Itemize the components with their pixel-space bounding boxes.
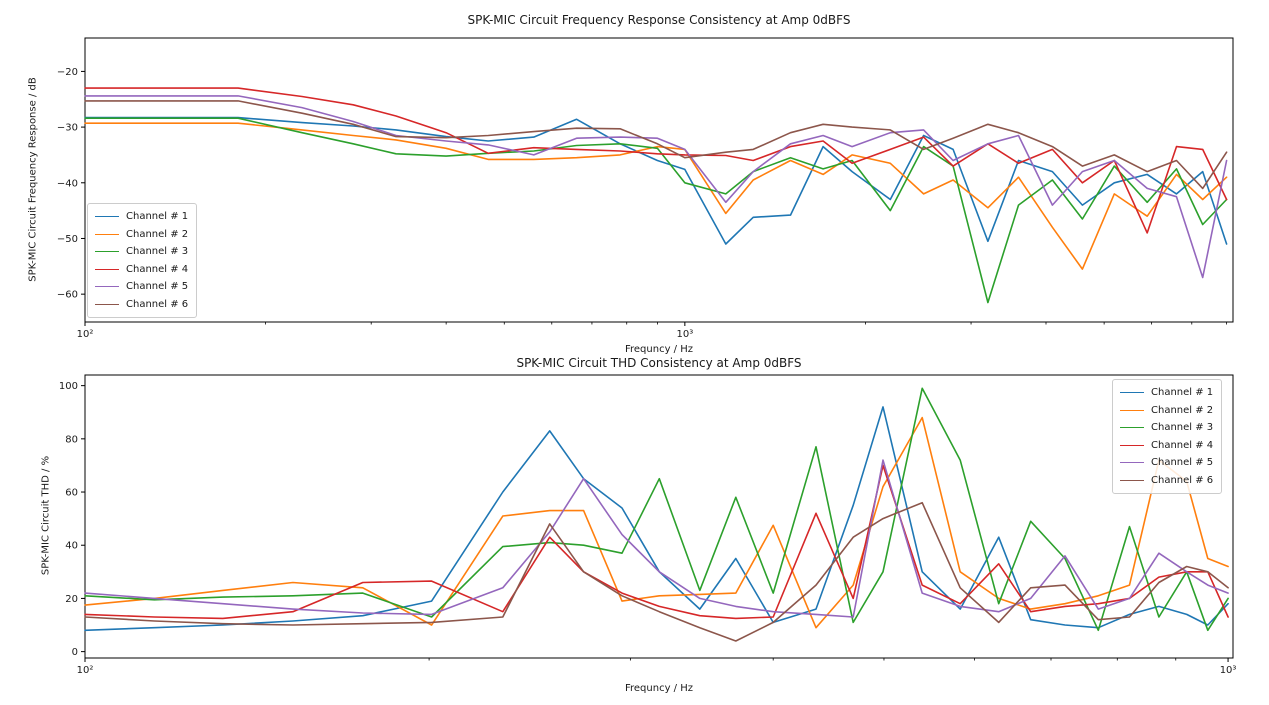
series-line-thd-1	[84, 406, 1229, 632]
legend-label: Channel # 2	[126, 228, 189, 240]
y-tick-label: −40	[57, 178, 78, 189]
series-line-thd-4	[84, 464, 1229, 620]
top-chart-ylabel: SPK-MIC Circuit Frequency Response / dB	[27, 77, 39, 282]
legend-label: Channel # 1	[1151, 387, 1214, 398]
legend-label: Channel # 6	[1151, 474, 1214, 486]
legend-label: Channel # 4	[126, 263, 189, 275]
bottom-legend: Channel # 1 Channel # 2 Channel # 3 Channel…	[1112, 379, 1223, 494]
series-line-thd-5	[84, 459, 1229, 618]
x-tick-label: 10²	[77, 329, 94, 340]
top-legend: Channel # 1 Channel # 2 Channel # 3 Channel…	[87, 203, 198, 318]
legend-label: Channel # 5	[126, 281, 189, 292]
top-chart-title: SPK-MIC Circuit Frequency Response Consi…	[467, 13, 851, 27]
legend-label: Channel # 4	[1151, 439, 1214, 451]
top-chart-xlabel: Frequncy / Hz	[624, 344, 693, 355]
legend-line-swatch	[1120, 462, 1144, 464]
legend-item-channel-6: Channel # 6	[1120, 472, 1213, 490]
legend-item-channel-6: Channel # 6	[95, 296, 188, 314]
legend-line-swatch	[95, 286, 119, 288]
legend-line-swatch	[1120, 479, 1144, 481]
legend-item-channel-5: Channel # 5	[1120, 454, 1213, 472]
legend-item-channel-1: Channel # 1	[95, 208, 188, 226]
series-line-thd-3	[84, 387, 1229, 632]
bottom-chart-title: SPK-MIC Circuit THD Consistency at Amp 0…	[516, 356, 802, 370]
legend-item-channel-2: Channel # 2	[1120, 402, 1213, 420]
legend-item-channel-1: Channel # 1	[1120, 384, 1213, 402]
y-tick-label: 20	[65, 594, 78, 605]
legend-line-swatch	[95, 251, 119, 253]
y-tick-label: −20	[57, 67, 78, 78]
y-tick-label: 40	[65, 541, 78, 552]
series-line-frequency-response-1	[84, 116, 1228, 245]
series-line-frequency-response-3	[84, 117, 1228, 304]
series-line-frequency-response-2	[84, 122, 1228, 270]
legend-line-swatch	[95, 268, 119, 270]
legend-line-swatch	[95, 233, 119, 235]
axes-frame-thd	[84, 374, 1234, 659]
legend-label: Channel # 1	[126, 211, 189, 222]
legend-line-swatch	[95, 303, 119, 305]
x-tick-label: 10³	[676, 329, 693, 340]
series-line-frequency-response-6	[84, 100, 1228, 190]
y-tick-label: 100	[59, 381, 78, 392]
y-tick-label: 60	[65, 488, 78, 499]
legend-item-channel-3: Channel # 3	[1120, 419, 1213, 437]
bottom-chart-xlabel: Frequncy / Hz	[624, 683, 693, 694]
series-line-frequency-response-5	[84, 95, 1228, 279]
y-tick-label: −30	[57, 123, 78, 134]
series-line-thd-6	[84, 501, 1229, 642]
legend-line-swatch	[1120, 427, 1144, 429]
legend-label: Channel # 3	[1151, 422, 1214, 433]
legend-label: Channel # 3	[126, 246, 189, 257]
legend-item-channel-4: Channel # 4	[1120, 437, 1213, 455]
y-tick-label: −50	[57, 234, 78, 245]
legend-item-channel-2: Channel # 2	[95, 226, 188, 244]
legend-line-swatch	[1120, 409, 1144, 411]
y-tick-label: −60	[57, 290, 78, 301]
y-tick-label: 0	[72, 647, 78, 658]
legend-line-swatch	[95, 216, 119, 218]
x-tick-label: 10²	[77, 665, 94, 676]
legend-item-channel-4: Channel # 4	[95, 261, 188, 279]
legend-item-channel-3: Channel # 3	[95, 243, 188, 261]
legend-label: Channel # 5	[1151, 457, 1214, 468]
legend-line-swatch	[1120, 392, 1144, 394]
bottom-chart-ylabel: SPK-MIC Circuit THD / %	[40, 455, 52, 576]
axes-frame-frequency-response	[84, 37, 1234, 323]
legend-item-channel-5: Channel # 5	[95, 278, 188, 296]
series-line-frequency-response-4	[84, 87, 1228, 234]
x-tick-label: 10³	[1220, 665, 1237, 676]
y-tick-label: 80	[65, 434, 78, 445]
legend-label: Channel # 2	[1151, 404, 1214, 416]
legend-label: Channel # 6	[126, 298, 189, 310]
series-line-thd-2	[84, 416, 1229, 629]
legend-line-swatch	[1120, 444, 1144, 446]
